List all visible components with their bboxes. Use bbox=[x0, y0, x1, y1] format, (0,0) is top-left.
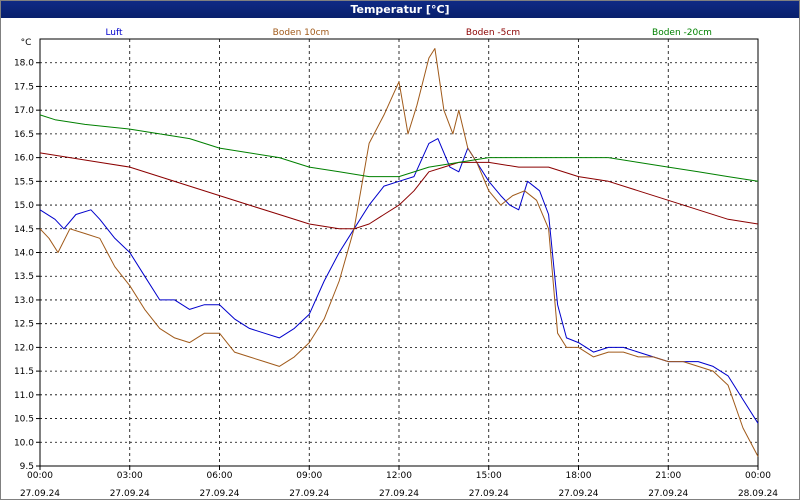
y-tick-label: 13.5 bbox=[14, 272, 34, 282]
y-tick-label: 9.5 bbox=[20, 462, 34, 472]
chart-title: Temperatur [°C] bbox=[1, 1, 799, 18]
series-line-4 bbox=[39, 114, 759, 182]
series-lines bbox=[39, 48, 759, 457]
series-line-2 bbox=[39, 48, 759, 457]
x-tick-time: 15:00 bbox=[476, 471, 502, 481]
x-tick-date: 27.09.24 bbox=[379, 489, 419, 499]
y-tick-label: 10.5 bbox=[14, 415, 34, 425]
y-tick-label: 16.5 bbox=[14, 130, 34, 140]
y-tick-label: 13.0 bbox=[14, 296, 34, 306]
legend-entry-3: Boden -5cm bbox=[466, 28, 520, 38]
y-tick-label: 11.5 bbox=[14, 367, 34, 377]
legend-entry-2: Boden 10cm bbox=[273, 28, 330, 38]
y-tick-label: 10.0 bbox=[14, 438, 34, 448]
x-tick-date: 27.09.24 bbox=[199, 489, 239, 499]
y-tick-label: 14.0 bbox=[14, 249, 34, 259]
y-tick-label: 12.5 bbox=[14, 320, 34, 330]
series-line-3 bbox=[39, 152, 759, 230]
y-tick-label: 18.0 bbox=[14, 59, 34, 69]
y-tick-label: 15.0 bbox=[14, 201, 34, 211]
x-tick-date: 27.09.24 bbox=[289, 489, 329, 499]
x-tick-date: 27.09.24 bbox=[110, 489, 150, 499]
axis-ticks: 9.5 10.0 10.5 11.0 11.5 12.0 12.5 13.0 13.5 14.0 1… bbox=[14, 38, 778, 499]
y-tick-label: 17.5 bbox=[14, 82, 34, 92]
legend: Luft Boden 10cm Boden -5cm Boden -20cm bbox=[105, 28, 712, 38]
legend-entry-1: Luft bbox=[105, 28, 123, 38]
x-tick-date: 27.09.24 bbox=[20, 489, 60, 499]
x-tick-time: 00:00 bbox=[745, 471, 771, 481]
x-tick-time: 00:00 bbox=[27, 471, 53, 481]
legend-entry-4: Boden -20cm bbox=[652, 28, 712, 38]
x-tick-date: 27.09.24 bbox=[558, 489, 598, 499]
y-unit-label: °C bbox=[21, 38, 32, 48]
series-line-1 bbox=[39, 138, 759, 424]
x-tick-time: 21:00 bbox=[655, 471, 681, 481]
y-tick-label: 17.0 bbox=[14, 106, 34, 116]
x-tick-time: 03:00 bbox=[117, 471, 143, 481]
x-tick-time: 18:00 bbox=[566, 471, 592, 481]
y-tick-label: 14.5 bbox=[14, 225, 34, 235]
y-tick-label: 11.0 bbox=[14, 391, 34, 401]
temperature-chart: 9.5 10.0 10.5 11.0 11.5 12.0 12.5 13.0 13.5 14.0 1… bbox=[14, 28, 778, 499]
x-tick-date: 27.09.24 bbox=[648, 489, 688, 499]
x-tick-time: 06:00 bbox=[207, 471, 233, 481]
y-tick-label: 12.0 bbox=[14, 343, 34, 353]
y-tick-label: 15.5 bbox=[14, 177, 34, 187]
x-tick-time: 12:00 bbox=[386, 471, 412, 481]
x-tick-time: 09:00 bbox=[296, 471, 322, 481]
x-tick-date: 27.09.24 bbox=[469, 489, 509, 499]
grid bbox=[36, 38, 759, 470]
x-tick-date: 28.09.24 bbox=[738, 489, 778, 499]
y-tick-label: 16.0 bbox=[14, 154, 34, 164]
